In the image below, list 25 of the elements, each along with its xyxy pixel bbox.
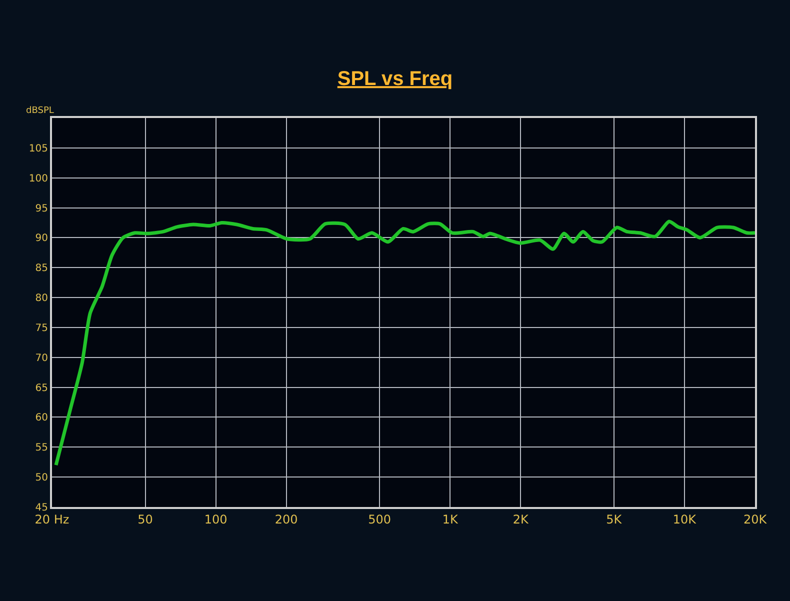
x-tick-label: 5K bbox=[606, 512, 623, 526]
x-tick-label: 1K bbox=[442, 512, 460, 526]
chart-title: SPL vs Freq bbox=[337, 68, 453, 90]
x-tick-label: 20K bbox=[743, 512, 768, 526]
y-tick-label: 100 bbox=[28, 173, 48, 184]
x-tick-label: 10K bbox=[672, 512, 698, 526]
y-tick-label: 55 bbox=[35, 442, 48, 454]
x-tick-label: 20 Hz bbox=[34, 512, 70, 526]
y-tick-label: 85 bbox=[35, 263, 48, 274]
y-tick-label: 80 bbox=[35, 293, 48, 304]
y-tick-label: 65 bbox=[35, 382, 48, 394]
x-tick-label: 500 bbox=[368, 512, 392, 526]
y-tick-label: 105 bbox=[28, 143, 48, 154]
y-axis-title: dBSPL bbox=[26, 106, 54, 116]
y-tick-label: 50 bbox=[35, 472, 48, 484]
x-tick-label: 2K bbox=[512, 512, 530, 526]
x-tick-label: 200 bbox=[274, 512, 298, 526]
y-tick-label: 60 bbox=[35, 412, 48, 424]
y-tick-label: 70 bbox=[35, 352, 48, 364]
y-tick-label: 95 bbox=[35, 203, 48, 214]
y-tick-label: 90 bbox=[35, 233, 48, 244]
x-tick-label: 50 bbox=[138, 512, 153, 526]
y-tick-label: 45 bbox=[35, 502, 48, 514]
y-tick-label: 75 bbox=[35, 322, 48, 334]
x-tick-label: 100 bbox=[204, 512, 228, 526]
